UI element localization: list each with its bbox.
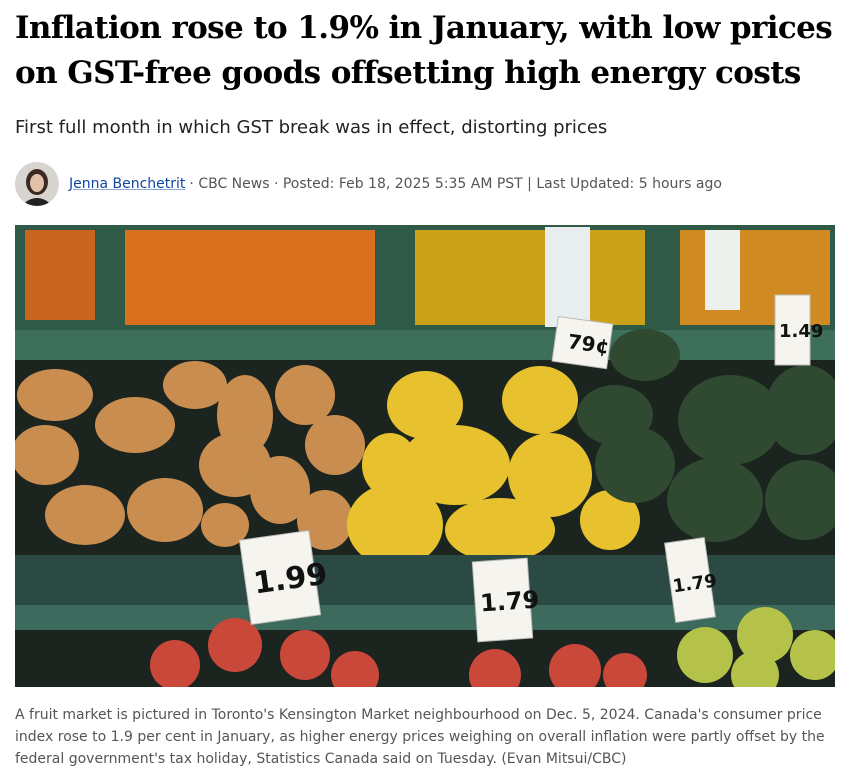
headline: Inflation rose to 1.9% in January, with … xyxy=(15,10,833,91)
price-tag: 1.79 xyxy=(479,585,540,617)
avatar-image xyxy=(15,162,59,206)
byline-details: · CBC News · Posted: Feb 18, 2025 5:35 A… xyxy=(189,176,722,192)
author-avatar xyxy=(15,162,59,206)
author-link[interactable]: Jenna Benchetrit xyxy=(69,176,186,192)
price-tag: 1.49 xyxy=(779,321,823,342)
photo-caption: A fruit market is pictured in Toronto's … xyxy=(15,707,825,767)
price-tag: 79¢ xyxy=(566,329,611,359)
subtitle: First full month in which GST break was … xyxy=(15,117,608,138)
article-photo: 79¢ 1.49 1.99 1.79 1.79 xyxy=(15,225,835,687)
byline: Jenna Benchetrit · CBC News · Posted: Fe… xyxy=(15,162,722,206)
